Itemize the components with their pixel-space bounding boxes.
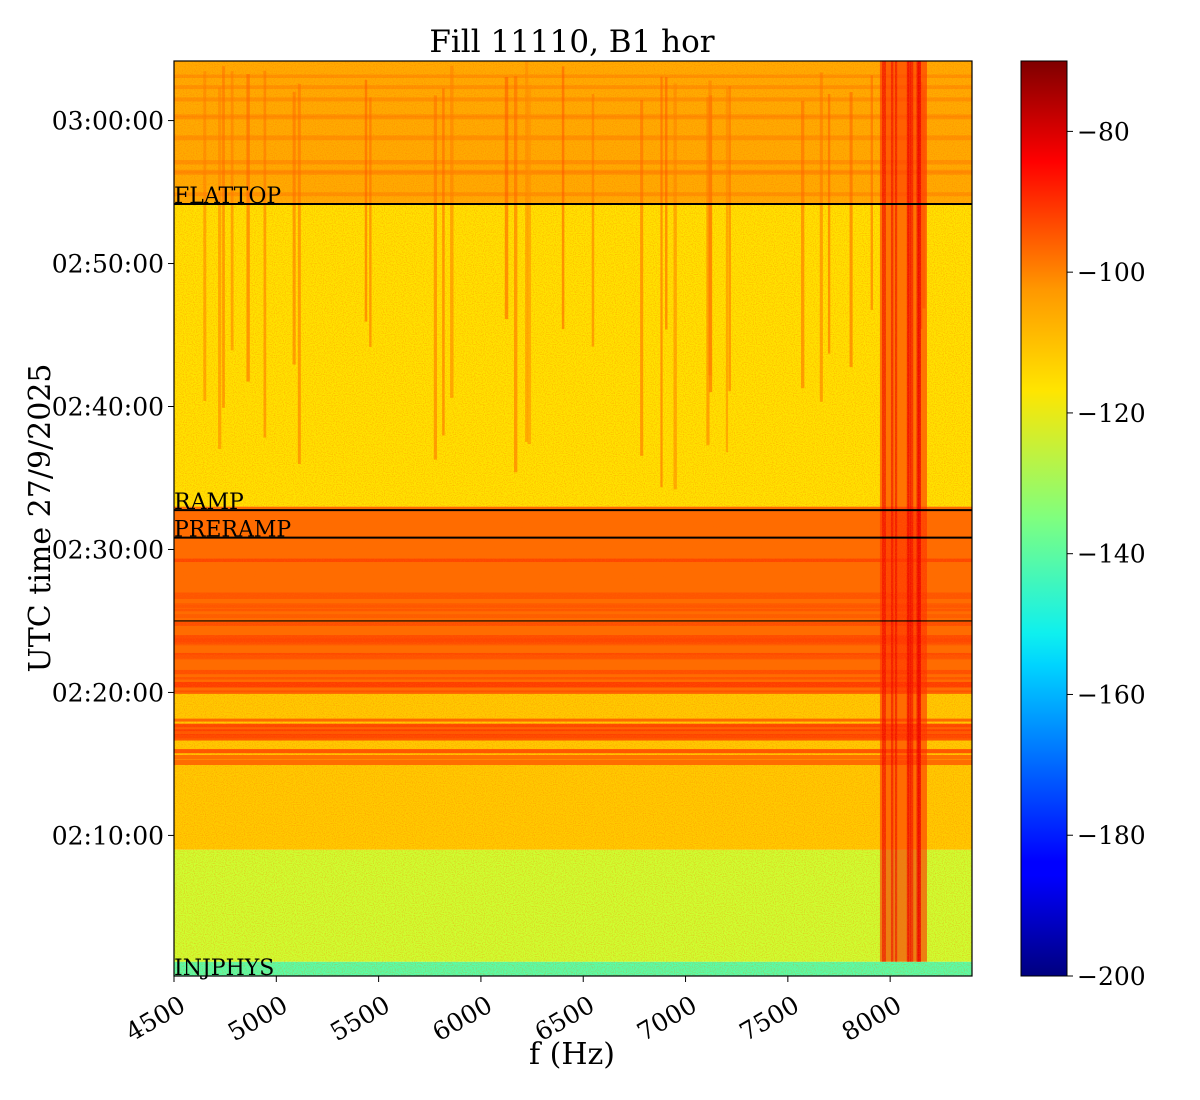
colorbar-tick-label: −160 xyxy=(1077,680,1146,709)
plot-frame xyxy=(173,60,973,977)
colorbar xyxy=(1020,60,1068,977)
x-tick-label: 7000 xyxy=(632,990,702,1047)
phase-label: PRERAMP xyxy=(174,518,291,543)
heatmap-texture xyxy=(174,61,972,976)
x-tick-label: 5500 xyxy=(325,990,395,1047)
y-tick-label: 02:30:00 xyxy=(52,535,164,564)
x-axis-label: f (Hz) xyxy=(529,1037,615,1072)
x-tick-label: 4500 xyxy=(121,990,191,1047)
y-axis-label: UTC time 27/9/2025 xyxy=(23,364,58,673)
chart-title: Fill 11110, B1 hor xyxy=(429,24,714,60)
spectrogram-heatmap xyxy=(174,61,972,976)
colorbar-tick-label: −140 xyxy=(1077,540,1146,569)
colorbar-tick-label: −80 xyxy=(1077,117,1130,146)
y-tick-label: 02:40:00 xyxy=(52,393,164,422)
colorbar-tick-label: −200 xyxy=(1077,962,1146,991)
x-tick-label: 8000 xyxy=(837,990,907,1047)
y-tick-label: 02:50:00 xyxy=(52,250,164,279)
phase-label: RAMP xyxy=(174,490,244,515)
y-tick-label: 02:20:00 xyxy=(52,678,164,707)
x-tick-label: 6000 xyxy=(428,990,498,1047)
phase-label: FLATTOP xyxy=(174,184,281,209)
colorbar-tick-label: −120 xyxy=(1077,399,1146,428)
colorbar-tick-label: −100 xyxy=(1077,258,1146,287)
y-tick-label: 02:10:00 xyxy=(52,821,164,850)
phase-label: INJPHYS xyxy=(174,956,274,981)
y-tick-label: 03:00:00 xyxy=(52,107,164,136)
colorbar-tick-label: −180 xyxy=(1077,821,1146,850)
x-tick-label: 5000 xyxy=(223,990,293,1047)
x-tick-label: 7500 xyxy=(734,990,804,1047)
